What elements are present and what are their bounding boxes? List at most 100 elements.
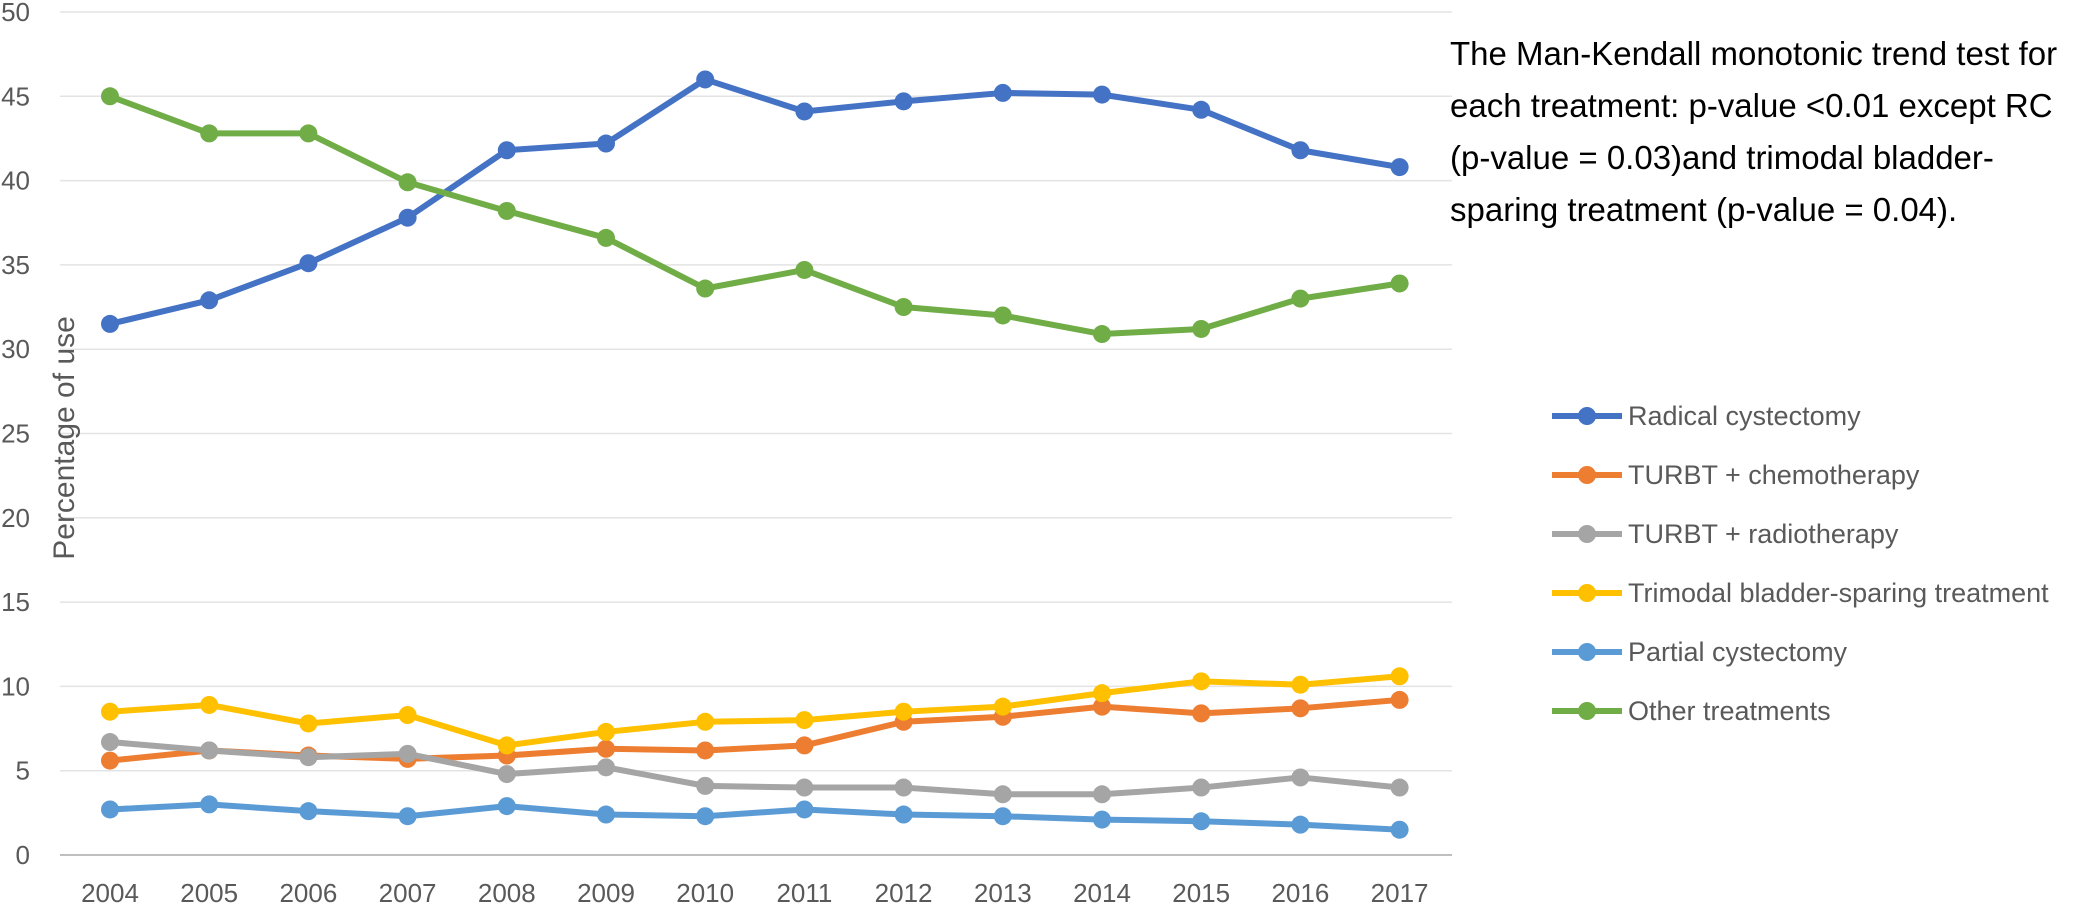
data-point (1291, 768, 1310, 787)
y-tick-label: 10 (1, 671, 30, 701)
data-point (1192, 319, 1211, 338)
y-tick-label: 40 (1, 166, 30, 196)
data-point (1093, 325, 1111, 344)
data-point (497, 141, 516, 160)
data-point (1390, 778, 1409, 797)
x-axis-ticks: 2004 2005 2006 2007 2008 2009 2010 2011 2012 2013… (81, 878, 1428, 904)
legend-label: TURBT + chemotherapy (1628, 460, 1920, 490)
data-point (200, 695, 219, 714)
data-point (795, 711, 814, 730)
legend: Radical cystectomy TURBT + chemotherapy TU… (1552, 401, 2049, 726)
data-point (200, 124, 219, 143)
data-point (1291, 815, 1310, 834)
data-point (101, 87, 119, 106)
data-point (696, 776, 715, 795)
data-point (101, 702, 119, 721)
x-tick-label: 2011 (776, 878, 832, 904)
legend-item: Trimodal bladder-sparing treatment (1552, 578, 2049, 608)
legend-label: Partial cystectomy (1628, 637, 1848, 667)
data-point (299, 748, 318, 767)
data-point (1390, 690, 1409, 709)
data-point (597, 134, 615, 153)
legend-item: Other treatments (1552, 696, 1831, 726)
data-point (795, 102, 814, 121)
data-point (200, 741, 219, 760)
data-point (1192, 672, 1211, 691)
data-point (1192, 100, 1211, 119)
y-tick-label: 0 (16, 840, 30, 870)
series-2 (101, 733, 1409, 804)
x-tick-label: 2012 (875, 878, 933, 904)
series-line (107, 93, 1403, 338)
data-point (497, 736, 516, 755)
data-point (299, 714, 318, 733)
legend-label: Radical cystectomy (1628, 401, 1861, 431)
data-point (696, 279, 715, 298)
data-point (1291, 141, 1310, 160)
data-point (993, 807, 1012, 826)
data-point (497, 201, 516, 220)
data-point (795, 778, 814, 797)
series-5 (101, 87, 1409, 344)
y-tick-label: 15 (1, 587, 30, 617)
data-point (101, 314, 119, 333)
y-tick-label: 5 (16, 756, 30, 786)
legend-swatch-marker (1578, 702, 1596, 720)
data-point (200, 291, 219, 310)
legend-swatch-marker (1578, 643, 1596, 661)
data-point (1291, 675, 1310, 694)
data-point (1192, 812, 1211, 831)
legend-swatch-marker (1578, 525, 1596, 543)
data-point (200, 795, 219, 814)
legend-label: TURBT + radiotherapy (1628, 519, 1899, 549)
data-point (795, 260, 814, 279)
y-tick-label: 35 (1, 250, 30, 280)
data-point (1093, 697, 1111, 716)
data-point (597, 805, 615, 824)
data-point (597, 228, 615, 247)
data-point (993, 306, 1012, 325)
data-point (1093, 810, 1111, 829)
data-point (696, 807, 715, 826)
legend-item: TURBT + radiotherapy (1552, 519, 1899, 549)
data-point (696, 712, 715, 731)
x-tick-label: 2009 (577, 878, 635, 904)
data-point (398, 807, 417, 826)
data-point (993, 83, 1012, 102)
y-tick-label: 30 (1, 334, 30, 364)
data-point (795, 800, 814, 819)
data-point (497, 797, 516, 816)
x-tick-label: 2016 (1271, 878, 1329, 904)
data-point (497, 765, 516, 784)
y-axis-title: Percentage of use (48, 316, 81, 560)
x-tick-label: 2014 (1073, 878, 1131, 904)
data-point (1390, 158, 1409, 177)
data-point (299, 802, 318, 821)
data-point (299, 124, 318, 143)
data-point (597, 739, 615, 758)
legend-swatch-marker (1578, 466, 1596, 484)
data-point (1093, 684, 1111, 703)
y-tick-label: 25 (1, 419, 30, 449)
y-tick-label: 45 (1, 81, 30, 111)
x-tick-label: 2008 (478, 878, 536, 904)
data-point (894, 92, 913, 111)
data-point (299, 254, 318, 273)
data-point (398, 706, 417, 725)
series-line (107, 673, 1403, 749)
data-point (101, 800, 119, 819)
data-point (1390, 274, 1409, 293)
legend-swatch-marker (1578, 407, 1596, 425)
data-point (1291, 699, 1310, 718)
series-4 (101, 795, 1409, 839)
data-point (894, 778, 913, 797)
data-point (1291, 289, 1310, 308)
data-point (101, 751, 119, 770)
data-point (398, 744, 417, 763)
data-point (894, 702, 913, 721)
x-tick-label: 2010 (676, 878, 734, 904)
series-3 (101, 667, 1409, 755)
x-tick-label: 2005 (180, 878, 238, 904)
data-point (1192, 704, 1211, 723)
data-point (1093, 85, 1111, 104)
